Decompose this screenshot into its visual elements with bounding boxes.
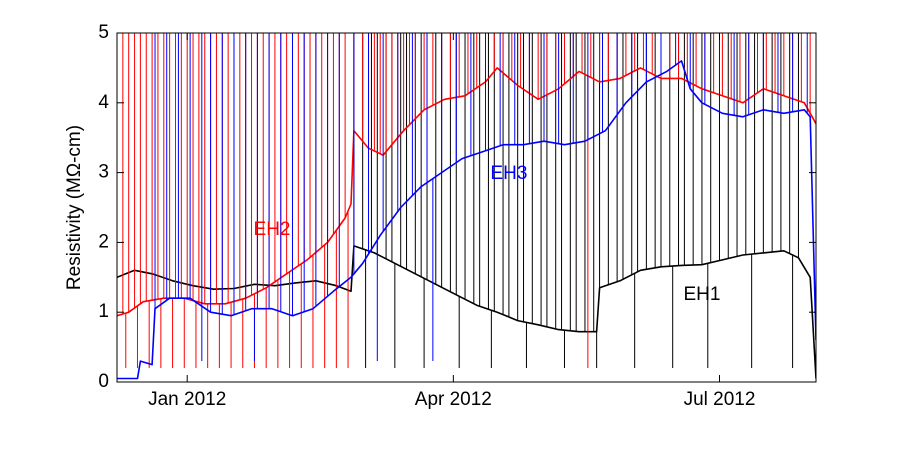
eh1-line <box>117 245 816 379</box>
x-tick-label: Jul 2012 <box>684 389 756 410</box>
eh3-line <box>117 60 816 380</box>
y-tick-label: 5 <box>98 22 109 43</box>
y-tick-label: 1 <box>98 301 109 322</box>
y-tick-label: 4 <box>98 92 109 113</box>
eh2-line <box>117 67 816 317</box>
y-axis-label: Resistivity (MΩ-cm) <box>64 125 85 290</box>
plot-frame <box>116 32 817 383</box>
series-label-eh2: EH2 <box>254 219 291 240</box>
x-tick-label: Jan 2012 <box>148 389 226 410</box>
x-tick-label: Apr 2012 <box>415 389 492 410</box>
series-eh3 <box>117 33 816 380</box>
y-tick-label: 2 <box>98 231 109 252</box>
series-label-eh1: EH1 <box>683 284 720 305</box>
series-layer <box>117 33 816 380</box>
series-label-eh3: EH3 <box>490 163 527 184</box>
plot-area: EH1 EH2 EH3 <box>117 33 816 380</box>
y-tick-label: 3 <box>98 162 109 183</box>
axis-ticks: 0 1 2 3 4 5 Jan 2012 Apr 2012 Jul 2012 <box>98 22 816 410</box>
y-tick-label: 0 <box>98 371 109 392</box>
